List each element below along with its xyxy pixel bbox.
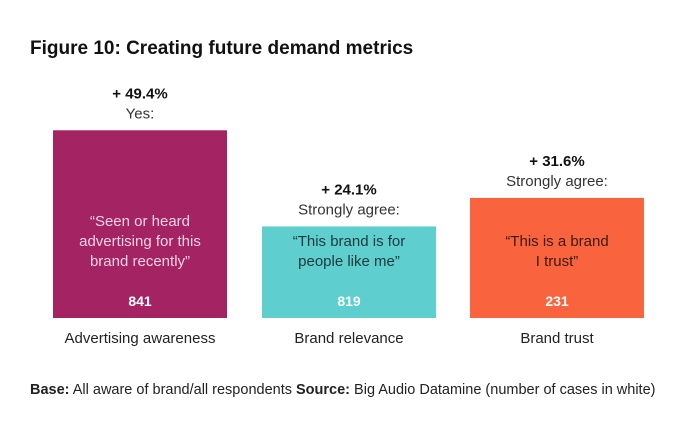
source-text: Big Audio Datamine (number of cases in w…: [354, 382, 656, 398]
value-label: + 31.6%: [529, 153, 584, 170]
statement-text: “This brand is for: [293, 233, 406, 250]
base-text: All aware of brand/all respondents: [72, 382, 292, 398]
base-label: Base:: [30, 382, 70, 398]
footer-note: Base: All aware of brand/all respondents…: [30, 380, 670, 400]
statement-text: brand recently”: [90, 253, 190, 270]
case-count: 231: [545, 293, 569, 309]
category-label: Brand relevance: [294, 330, 403, 347]
category-label: Advertising awareness: [65, 330, 216, 347]
value-label: + 49.4%: [112, 85, 167, 102]
bar-2: [262, 226, 436, 318]
case-count: 819: [337, 293, 361, 309]
source-label: Source:: [296, 382, 351, 398]
statement-text: “Seen or heard: [90, 213, 190, 230]
answer-label: Strongly agree:: [298, 201, 400, 218]
answer-label: Yes:: [126, 105, 155, 122]
bar-1: [53, 130, 227, 318]
statement-text: I trust”: [536, 253, 579, 270]
bar-3: [470, 197, 644, 318]
category-label: Brand trust: [520, 330, 594, 347]
chart-title: Figure 10: Creating future demand metric…: [30, 38, 414, 59]
case-count: 841: [128, 293, 152, 309]
answer-label: Strongly agree:: [506, 173, 608, 190]
statement-text: people like me”: [298, 253, 400, 270]
statement-text: advertising for this: [79, 233, 201, 250]
value-label: + 24.1%: [321, 181, 376, 198]
statement-text: “This is a brand: [505, 233, 608, 250]
